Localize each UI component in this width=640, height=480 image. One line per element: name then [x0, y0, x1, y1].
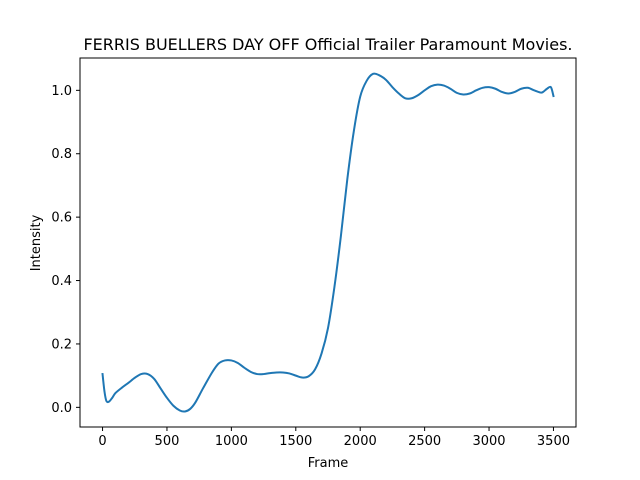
x-tick-label: 1500 [279, 434, 312, 449]
y-axis: 0.0 0.2 0.4 0.6 0.8 1.0 [51, 84, 80, 416]
series-line-0 [101, 72, 555, 413]
axes-frame [79, 57, 577, 428]
y-tick-label: 1.0 [51, 84, 72, 99]
y-tick-label: 0.6 [51, 211, 72, 226]
y-axis-label: Intensity [29, 214, 44, 271]
x-tick-label: 500 [155, 434, 180, 449]
x-tick-label: 1000 [215, 434, 248, 449]
y-tick-label: 0.0 [51, 401, 72, 416]
plot-area [101, 72, 555, 413]
y-tick-label: 0.8 [51, 147, 72, 162]
x-tick-label: 2000 [344, 434, 377, 449]
x-tick-label: 2500 [408, 434, 441, 449]
y-tick-label: 0.4 [51, 274, 72, 289]
x-axis: 0 500 1000 1500 2000 2500 3000 3500 [98, 427, 570, 449]
x-tick-label: 3000 [472, 434, 505, 449]
x-tick-label: 3500 [537, 434, 570, 449]
chart-title: FERRIS BUELLERS DAY OFF Official Trailer… [83, 35, 572, 54]
y-tick-label: 0.2 [51, 337, 72, 352]
x-tick-label: 0 [98, 434, 106, 449]
x-axis-label: Frame [308, 456, 349, 471]
